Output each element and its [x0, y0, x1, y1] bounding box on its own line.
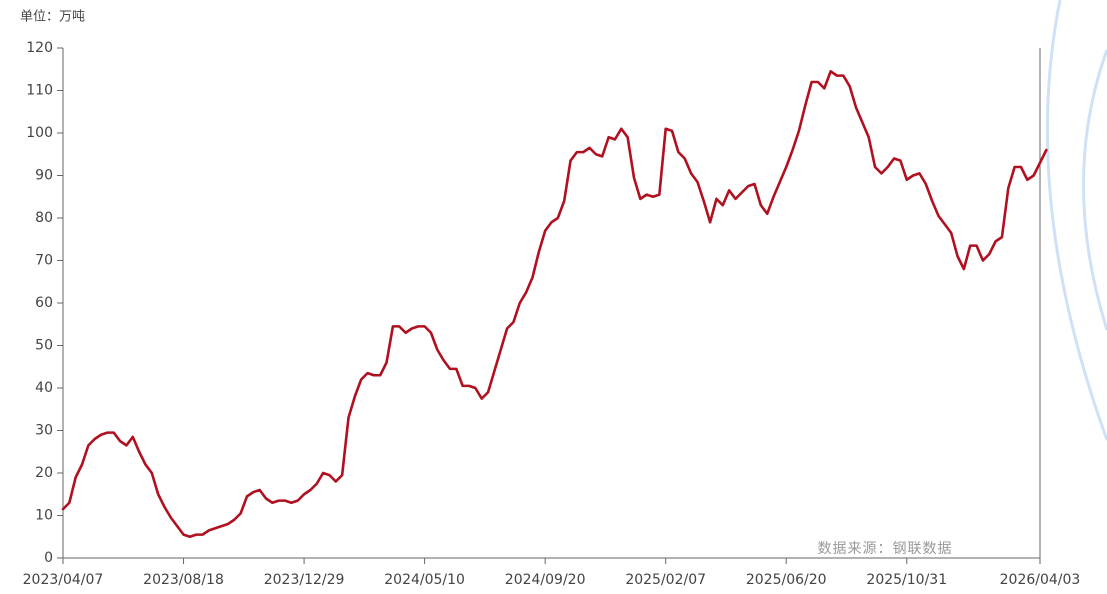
- x-tick-label: 2026/04/03: [1000, 572, 1081, 588]
- y-tick-label: 50: [35, 338, 53, 354]
- x-tick-label: 2023/08/18: [143, 572, 224, 588]
- decoration: [1047, 0, 1107, 440]
- x-tick-label: 2025/10/31: [866, 572, 947, 588]
- x-tick-label: 2024/05/10: [384, 572, 465, 588]
- y-tick-label: 80: [35, 210, 53, 226]
- x-tick-label: 2023/12/29: [264, 572, 345, 588]
- source-note: 数据来源：钢联数据: [818, 541, 953, 557]
- x-tick-label: 2023/04/07: [23, 572, 104, 588]
- y-tick-label: 60: [35, 295, 53, 311]
- y-tick-label: 0: [44, 550, 53, 566]
- x-tick-label: 2025/02/07: [625, 572, 706, 588]
- y-tick-label: 30: [35, 423, 53, 439]
- x-tick-label: 2025/06/20: [746, 572, 827, 588]
- y-tick-label: 70: [35, 253, 53, 269]
- line-series: [63, 71, 1046, 536]
- y-tick-label: 90: [35, 168, 53, 184]
- y-tick-label: 40: [35, 380, 53, 396]
- y-tick-label: 120: [26, 40, 53, 56]
- decoration: [1084, 50, 1107, 330]
- y-tick-label: 100: [26, 125, 53, 141]
- unit-label: 单位：万吨: [20, 10, 85, 25]
- y-tick-label: 110: [26, 83, 53, 99]
- y-tick-label: 20: [35, 465, 53, 481]
- y-tick-label: 10: [35, 508, 53, 524]
- x-tick-label: 2024/09/20: [505, 572, 586, 588]
